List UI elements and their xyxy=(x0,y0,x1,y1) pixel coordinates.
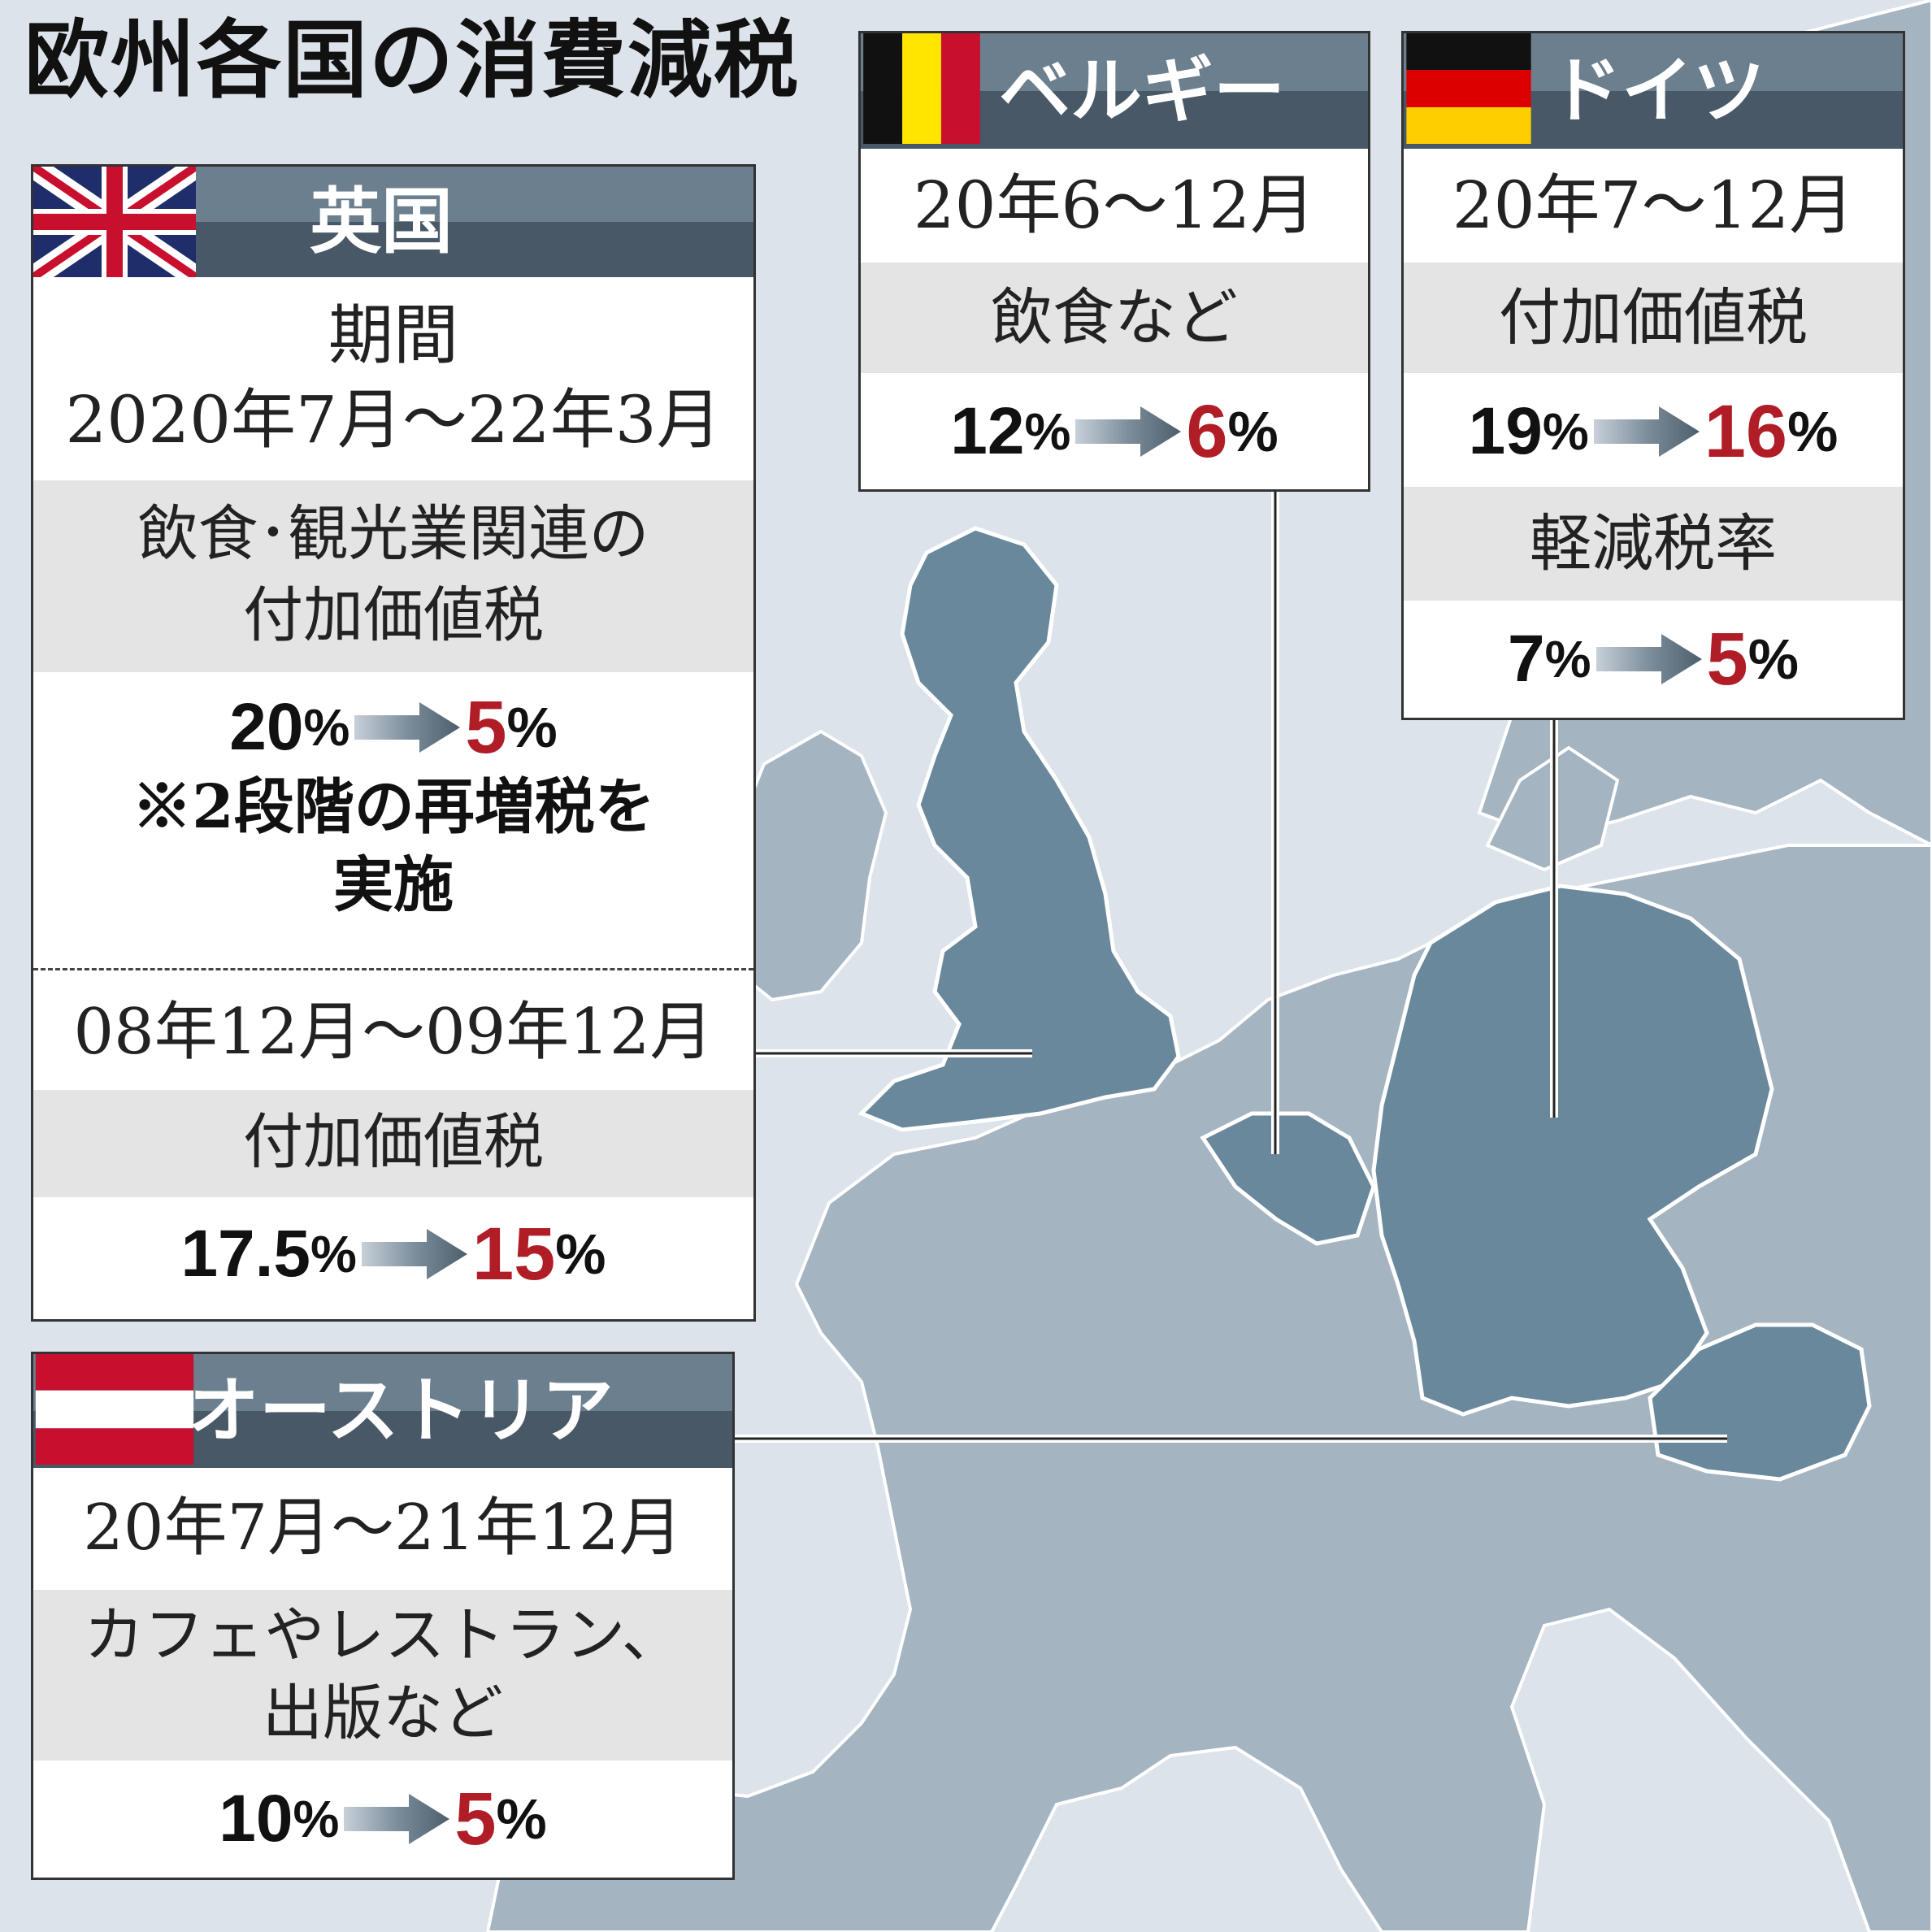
belgium-rate-old-pct: % xyxy=(1024,402,1071,461)
uk-category2-row: 付加価値税 xyxy=(33,1090,753,1197)
arrow-icon xyxy=(1596,634,1702,684)
austria-period: 20年7月～21年12月 xyxy=(83,1491,683,1565)
uk-name: 英国 xyxy=(310,180,454,263)
uk-rate2: 17.5% 15% xyxy=(33,1212,753,1296)
uk-rate-block: 20% 5% ※2段階の再増税を 実施 xyxy=(33,672,753,968)
germany-rate2-old: 7 xyxy=(1508,622,1545,696)
germany-period-row: 20年7～12月 xyxy=(1404,149,1903,263)
belgium-rate-old: 12 xyxy=(950,394,1025,468)
uk-category-line2: 付加価値税 xyxy=(243,580,544,650)
germany-rate-new: 16 xyxy=(1704,389,1788,473)
uk-rate2-new-pct: % xyxy=(555,1222,606,1286)
austria-category-row: カフェやレストラン、 出版など xyxy=(33,1590,732,1761)
germany-category2: 軽減税率 xyxy=(1530,507,1777,580)
great-britain-land xyxy=(857,526,1181,1132)
germany-category2-row: 軽減税率 xyxy=(1404,487,1903,601)
uk-category-row: 飲食･観光業関連の 付加価値税 xyxy=(33,480,753,672)
belgium-flag-icon xyxy=(863,33,980,144)
belgium-rate-new: 6 xyxy=(1186,389,1228,473)
uk-category-line1: 飲食･観光業関連の xyxy=(137,499,649,569)
germany-flag-icon xyxy=(1406,33,1531,144)
belgium-category-row: 飲食など xyxy=(861,263,1368,373)
germany-period: 20年7～12月 xyxy=(1452,167,1855,243)
connector-lines-dark xyxy=(732,488,1727,1440)
germany-rate-new-pct: % xyxy=(1787,400,1839,463)
uk-rate-new: 5 xyxy=(465,685,507,769)
germany-panel: ドイツ 20年7～12月 付加価値税 19% 16% 軽減税率 7% 5% xyxy=(1401,31,1905,720)
germany-category-row: 付加価値税 xyxy=(1404,263,1903,373)
austria-rate-row: 10% 5% xyxy=(33,1761,732,1878)
germany-rate2-row: 7% 5% xyxy=(1404,601,1903,718)
austria-category-line1: カフェやレストラン、 xyxy=(84,1600,682,1670)
uk-period2-row: 08年12月～09年12月 xyxy=(33,968,753,1090)
uk-rate2-old-pct: % xyxy=(310,1225,357,1283)
uk-rate-new-pct: % xyxy=(506,696,558,759)
austria-rate-new-pct: % xyxy=(496,1787,547,1851)
uk-rate2-old: 17.5 xyxy=(180,1217,311,1291)
uk-period2: 08年12月～09年12月 xyxy=(73,996,714,1069)
germany-header: ドイツ xyxy=(1404,33,1903,149)
austria-panel: オーストリア 20年7月～21年12月 カフェやレストラン、 出版など 10% … xyxy=(31,1352,735,1880)
uk-rate2-row: 17.5% 15% xyxy=(33,1197,753,1319)
austria-rate-new: 5 xyxy=(454,1777,497,1860)
uk-header: 英国 xyxy=(33,167,753,277)
germany-category: 付加価値税 xyxy=(1499,281,1808,354)
germany-rate: 19% 16% xyxy=(1404,389,1903,473)
belgium-period: 20年6～12月 xyxy=(913,167,1316,243)
austria-period-row: 20年7月～21年12月 xyxy=(33,1468,732,1590)
uk-category2: 付加価値税 xyxy=(243,1107,544,1177)
uk-rate-old-pct: % xyxy=(303,698,350,757)
uk-period-row: 期間 2020年7月～22年3月 xyxy=(33,277,753,480)
arrow-icon xyxy=(354,702,461,753)
austria-rate-old-pct: % xyxy=(293,1790,340,1848)
uk-period-label: 期間 xyxy=(328,297,458,373)
germany-rate2-new: 5 xyxy=(1706,617,1748,701)
germany-name: ドイツ xyxy=(1550,49,1765,132)
belgium-period-row: 20年6～12月 xyxy=(861,149,1368,263)
germany-rate-old: 19 xyxy=(1468,394,1543,468)
arrow-icon xyxy=(1593,406,1700,457)
germany-rate-old-pct: % xyxy=(1542,402,1589,461)
austria-name: オーストリア xyxy=(188,1369,614,1452)
uk-note-line1: ※2段階の再増税を xyxy=(132,772,655,842)
austria-category-line2: 出版など xyxy=(263,1678,503,1748)
belgium-header: ベルギー xyxy=(861,33,1368,149)
austria-header: オーストリア xyxy=(33,1354,732,1468)
page-title: 欧州各国の消費減税 xyxy=(24,11,801,110)
uk-flag-icon xyxy=(33,167,196,277)
belgium-rate-new-pct: % xyxy=(1227,400,1279,463)
austria-flag-icon xyxy=(35,1354,194,1465)
uk-rate-old: 20 xyxy=(229,690,304,764)
arrow-icon xyxy=(361,1229,467,1279)
belgium-name: ベルギー xyxy=(999,49,1286,132)
belgium-panel: ベルギー 20年6～12月 飲食など 12% 6% xyxy=(858,31,1370,492)
germany-rate-row: 19% 16% xyxy=(1404,373,1903,487)
arrow-icon xyxy=(344,1794,450,1844)
belgium-rate: 12% 6% xyxy=(861,389,1368,473)
belgium-land xyxy=(1200,1111,1376,1246)
germany-rate2: 7% 5% xyxy=(1404,617,1903,701)
uk-rate2-new: 15 xyxy=(471,1212,556,1296)
belgium-rate-row: 12% 6% xyxy=(861,373,1368,487)
germany-rate2-new-pct: % xyxy=(1747,627,1799,691)
austria-rate: 10% 5% xyxy=(33,1778,732,1860)
uk-period: 2020年7月～22年3月 xyxy=(65,382,722,458)
germany-rate2-old-pct: % xyxy=(1544,630,1591,688)
uk-panel: 英国 期間 2020年7月～22年3月 飲食･観光業関連の 付加価値税 20% … xyxy=(31,164,756,1322)
belgium-category: 飲食など xyxy=(991,281,1238,354)
austria-rate-old: 10 xyxy=(219,1782,293,1856)
uk-note-line2: 実施 xyxy=(333,850,454,920)
uk-rate: 20% 5% xyxy=(33,685,753,769)
arrow-icon xyxy=(1075,406,1182,457)
